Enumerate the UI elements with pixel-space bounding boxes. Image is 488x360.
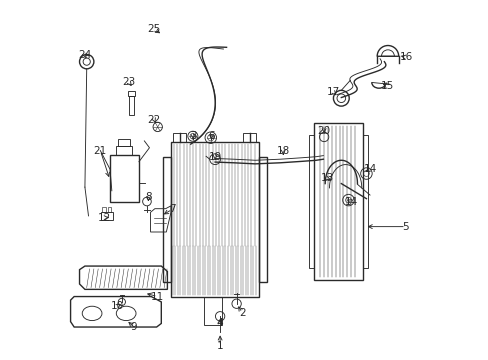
Text: 11: 11: [151, 292, 164, 302]
Text: 21: 21: [94, 145, 107, 156]
Bar: [173, 134, 186, 142]
Bar: [118, 139, 129, 146]
Text: 13: 13: [320, 173, 333, 183]
Text: 23: 23: [122, 77, 135, 87]
Bar: [204, 297, 222, 325]
Text: 25: 25: [147, 24, 161, 35]
Bar: [308, 135, 314, 268]
Text: 15: 15: [380, 81, 393, 91]
Text: 3: 3: [189, 131, 196, 141]
Text: 24: 24: [78, 50, 91, 60]
Bar: [243, 134, 256, 142]
Text: 8: 8: [145, 192, 151, 202]
Text: 4: 4: [216, 319, 223, 328]
Text: 22: 22: [147, 115, 161, 125]
Text: 18: 18: [276, 146, 289, 156]
Bar: [314, 123, 362, 280]
Text: 20: 20: [317, 126, 330, 135]
Text: 10: 10: [110, 301, 123, 311]
Text: 19: 19: [208, 152, 221, 162]
Bar: [258, 157, 266, 282]
Bar: [116, 146, 131, 155]
Text: 6: 6: [208, 131, 214, 141]
Text: 16: 16: [399, 52, 412, 62]
Bar: [107, 207, 111, 212]
Text: 9: 9: [130, 322, 137, 332]
Bar: [101, 212, 112, 220]
Bar: [171, 142, 258, 297]
Text: 7: 7: [168, 204, 175, 215]
Bar: [110, 155, 139, 202]
Bar: [102, 207, 106, 212]
Text: 1: 1: [216, 341, 223, 351]
Text: 2: 2: [239, 308, 245, 318]
Text: 5: 5: [402, 222, 408, 231]
Bar: [127, 91, 135, 96]
Bar: [163, 157, 171, 282]
Text: 14: 14: [344, 197, 357, 207]
Bar: [362, 135, 367, 268]
Bar: [128, 96, 134, 116]
Text: 14: 14: [363, 164, 376, 174]
Text: 17: 17: [326, 87, 339, 97]
Text: 12: 12: [98, 213, 111, 222]
